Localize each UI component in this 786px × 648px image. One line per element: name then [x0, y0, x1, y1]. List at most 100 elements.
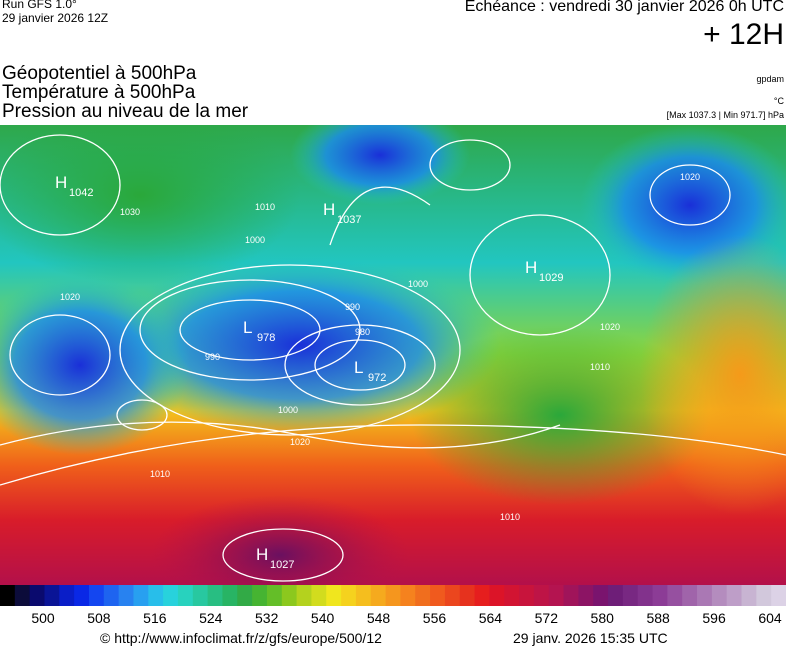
isobar-label: 1020 — [680, 172, 700, 182]
center-kind: H — [525, 258, 537, 277]
swatch — [103, 585, 120, 606]
scale-label: 548 — [367, 610, 391, 626]
swatch — [266, 585, 283, 606]
swatch — [148, 585, 164, 606]
isobar-label: 1010 — [500, 512, 520, 522]
isobar-label: 1030 — [120, 207, 140, 217]
swatch — [14, 585, 31, 606]
swatch — [608, 585, 624, 606]
swatch — [192, 585, 209, 606]
scale-label: 524 — [199, 610, 223, 626]
swatch — [0, 585, 16, 606]
source: © http://www.infoclimat.fr/z/gfs/europe/… — [100, 630, 382, 646]
swatch — [578, 585, 594, 606]
swatch — [29, 585, 45, 606]
layer: Température à 500hPa — [2, 82, 196, 103]
pressure-range: [Max 1037.3 | Min 971.7] hPa — [666, 110, 784, 120]
isobar-label: 1020 — [600, 322, 620, 332]
center-value: 1037 — [337, 214, 361, 226]
lead-time: + 12H — [703, 18, 784, 51]
swatch — [726, 585, 743, 606]
swatch — [489, 585, 505, 606]
swatch — [622, 585, 639, 606]
center-kind: L — [243, 318, 252, 337]
swatch — [444, 585, 461, 606]
color-scale: 500 508 516 524 532 540 548 556 564 572 580 588 596 6… — [0, 585, 786, 626]
swatch — [311, 585, 327, 606]
center-value: 972 — [368, 372, 386, 384]
swatch — [593, 585, 609, 606]
swatch — [459, 585, 476, 606]
swatch — [400, 585, 416, 606]
isobar-label: 1010 — [255, 202, 275, 212]
swatch — [667, 585, 683, 606]
swatch — [207, 585, 223, 606]
center-kind: H — [323, 200, 335, 219]
scale-label: 540 — [311, 610, 335, 626]
swatch — [563, 585, 579, 606]
center-value: 1042 — [69, 187, 93, 199]
swatch — [281, 585, 298, 606]
layer: Géopotentiel à 500hPa — [2, 63, 197, 84]
swatch — [637, 585, 654, 606]
swatch — [474, 585, 490, 606]
swatch — [74, 585, 90, 606]
swatch — [163, 585, 179, 606]
swatch — [133, 585, 149, 606]
swatch — [370, 585, 387, 606]
isobar-label: 1000 — [408, 279, 428, 289]
center-value: 1027 — [270, 559, 294, 571]
isobar-label: 990 — [345, 302, 360, 312]
swatch — [697, 585, 713, 606]
isobar-label: 1000 — [278, 405, 298, 415]
scale-label: 580 — [591, 610, 615, 626]
swatch — [296, 585, 312, 606]
run: Run GFS 1.0° — [2, 0, 77, 11]
swatch — [771, 585, 786, 606]
swatch — [519, 585, 535, 606]
swatch — [415, 585, 431, 606]
run-date: 29 janvier 2026 12Z — [2, 11, 109, 25]
scale-label: 532 — [255, 610, 279, 626]
swatch — [548, 585, 565, 606]
isobar-label: 1010 — [590, 362, 610, 372]
swatch — [222, 585, 238, 606]
layer: Pression au niveau de la mer — [2, 101, 249, 122]
scale-label: 596 — [702, 610, 726, 626]
isobar-label: 990 — [205, 352, 220, 362]
swatch — [177, 585, 194, 606]
swatch — [88, 585, 105, 606]
unit: gpdam — [756, 74, 784, 84]
isobar-label: 1010 — [150, 469, 170, 479]
scale-label: 556 — [423, 610, 447, 626]
swatch — [652, 585, 668, 606]
swatch — [385, 585, 401, 606]
isobar-label: 1020 — [290, 437, 310, 447]
scale-label: 588 — [646, 610, 670, 626]
center-kind: H — [256, 545, 268, 564]
swatch — [118, 585, 134, 606]
center-kind: L — [354, 358, 363, 377]
unit: °C — [773, 96, 784, 106]
scale-label: 564 — [479, 610, 503, 626]
swatch — [533, 585, 550, 606]
swatch — [252, 585, 268, 606]
timestamp: 29 janv. 2026 15:35 UTC — [513, 630, 668, 646]
swatch — [326, 585, 342, 606]
swatch — [741, 585, 757, 606]
swatch — [59, 585, 75, 606]
scale-label: 572 — [535, 610, 559, 626]
center-value: 978 — [257, 332, 275, 344]
scale-label: 604 — [758, 610, 782, 626]
isobar-label: 980 — [355, 327, 370, 337]
center-kind: H — [55, 173, 67, 192]
scale-label: 500 — [31, 610, 55, 626]
center-value: 1029 — [539, 272, 563, 284]
scale-label: 508 — [87, 610, 111, 626]
swatch — [44, 585, 60, 606]
isobar-label: 1020 — [60, 292, 80, 302]
isobar-label: 1000 — [245, 235, 265, 245]
swatch — [430, 585, 446, 606]
swatch — [504, 585, 520, 606]
